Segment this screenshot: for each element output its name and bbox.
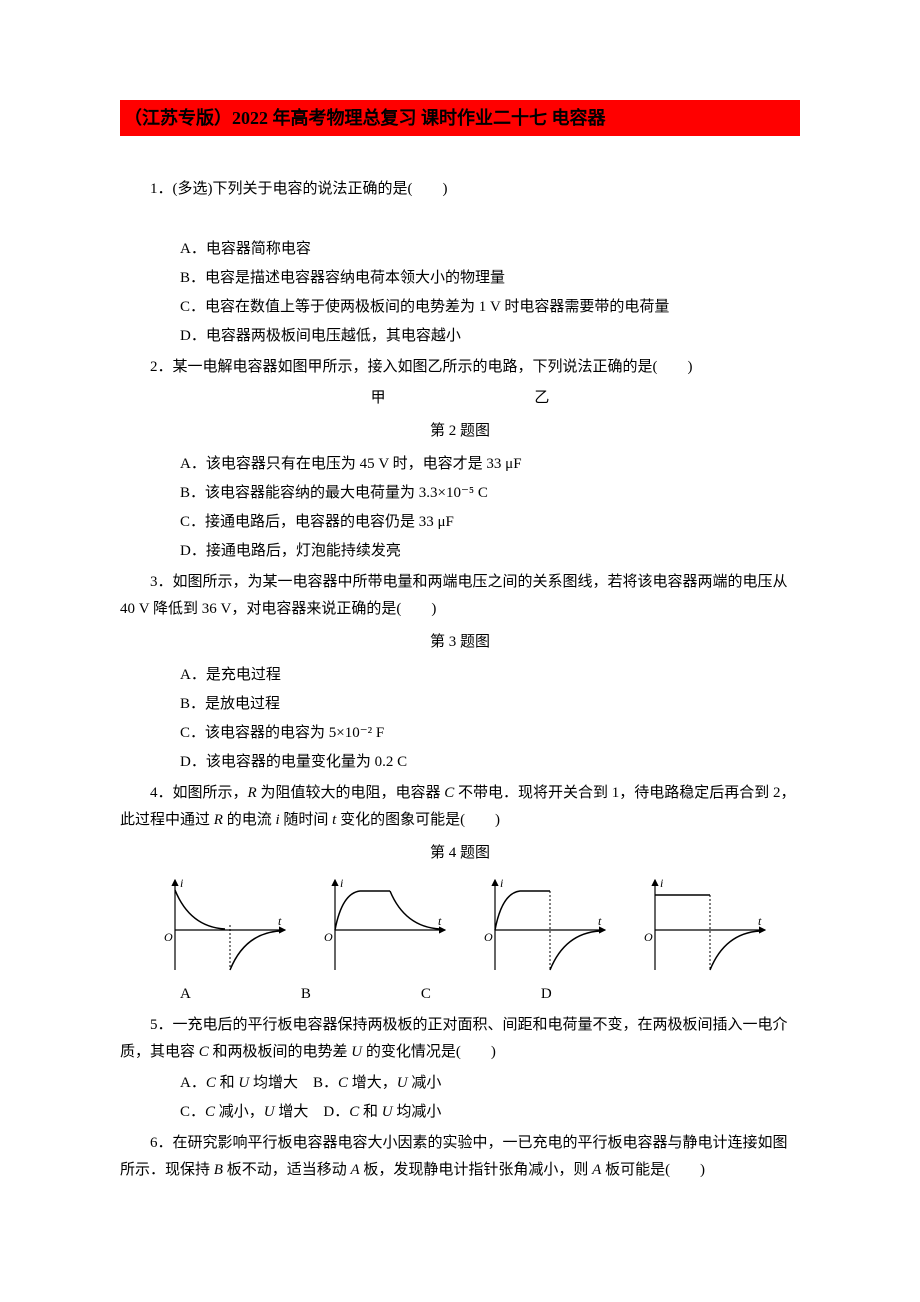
q2-fig-labels: 甲 乙 [120, 385, 800, 412]
q2-option-d: D．接通电路后，灯泡能持续发亮 [180, 538, 800, 565]
q4-graph-c: i t O [470, 875, 610, 975]
q2-option-a: A．该电容器只有在电压为 45 V 时，电容才是 33 μF [180, 451, 800, 478]
svg-text:t: t [598, 914, 602, 928]
q1-option-c: C．电容在数值上等于使两极板间的电势差为 1 V 时电容器需要带的电荷量 [180, 294, 800, 321]
svg-text:O: O [164, 930, 173, 944]
q4-label-c: C [421, 981, 431, 1008]
q2-option-b: B．该电容器能容纳的最大电荷量为 3.3×10⁻⁵ C [180, 480, 800, 507]
q4-graph-b: i t O [310, 875, 450, 975]
q1-option-a: A．电容器简称电容 [180, 236, 800, 263]
q1-option-d: D．电容器两极板间电压越低，其电容越小 [180, 323, 800, 350]
svg-text:i: i [340, 876, 343, 890]
q4-label-a: A [180, 981, 191, 1008]
q5-stem: 5．一充电后的平行板电容器保持两极板的正对面积、间距和电荷量不变，在两极板间插入… [120, 1012, 800, 1066]
q3-option-c: C．该电容器的电容为 5×10⁻² F [180, 720, 800, 747]
q4-option-labels: A B C D [180, 981, 800, 1008]
q1-option-b: B．电容是描述电容器容纳电荷本领大小的物理量 [180, 265, 800, 292]
page-title: （江苏专版）2022 年高考物理总复习 课时作业二十七 电容器 [120, 100, 800, 136]
q4-label-b: B [301, 981, 311, 1008]
q3-stem: 3．如图所示，为某一电容器中所带电量和两端电压之间的关系图线，若将该电容器两端的… [120, 569, 800, 623]
svg-text:i: i [180, 876, 183, 890]
q2-fig-left: 甲 [298, 385, 458, 412]
q4-graph-d: i t O [630, 875, 770, 975]
q4-stem: 4．如图所示，R 为阻值较大的电阻，电容器 C 不带电．现将开关合到 1，待电路… [120, 780, 800, 834]
q4-graphs: i t O i t O i t O i t O [120, 875, 800, 975]
svg-text:t: t [758, 914, 762, 928]
svg-text:O: O [324, 930, 333, 944]
q5-option-cd: C．C 减小，U 增大 D．C 和 U 均减小 [180, 1099, 800, 1126]
q6-stem: 6．在研究影响平行板电容器电容大小因素的实验中，一已充电的平行板电容器与静电计连… [120, 1130, 800, 1184]
q3-option-d: D．该电容器的电量变化量为 0.2 C [180, 749, 800, 776]
svg-text:i: i [660, 876, 663, 890]
q3-option-b: B．是放电过程 [180, 691, 800, 718]
q2-stem: 2．某一电解电容器如图甲所示，接入如图乙所示的电路，下列说法正确的是( ) [120, 354, 800, 381]
q4-graph-a: i t O [150, 875, 290, 975]
svg-text:i: i [500, 876, 503, 890]
svg-text:t: t [278, 914, 282, 928]
q5-option-ab: A．C 和 U 均增大 B．C 增大，U 减小 [180, 1070, 800, 1097]
q2-option-c: C．接通电路后，电容器的电容仍是 33 μF [180, 509, 800, 536]
svg-text:O: O [644, 930, 653, 944]
svg-text:O: O [484, 930, 493, 944]
q4-label-d: D [541, 981, 552, 1008]
q2-fig-right: 乙 [462, 385, 622, 412]
q3-option-a: A．是充电过程 [180, 662, 800, 689]
q3-caption: 第 3 题图 [120, 629, 800, 656]
q2-caption: 第 2 题图 [120, 418, 800, 445]
q1-stem: 1．(多选)下列关于电容的说法正确的是( ) [120, 176, 800, 203]
svg-text:t: t [438, 914, 442, 928]
q4-caption: 第 4 题图 [120, 840, 800, 867]
